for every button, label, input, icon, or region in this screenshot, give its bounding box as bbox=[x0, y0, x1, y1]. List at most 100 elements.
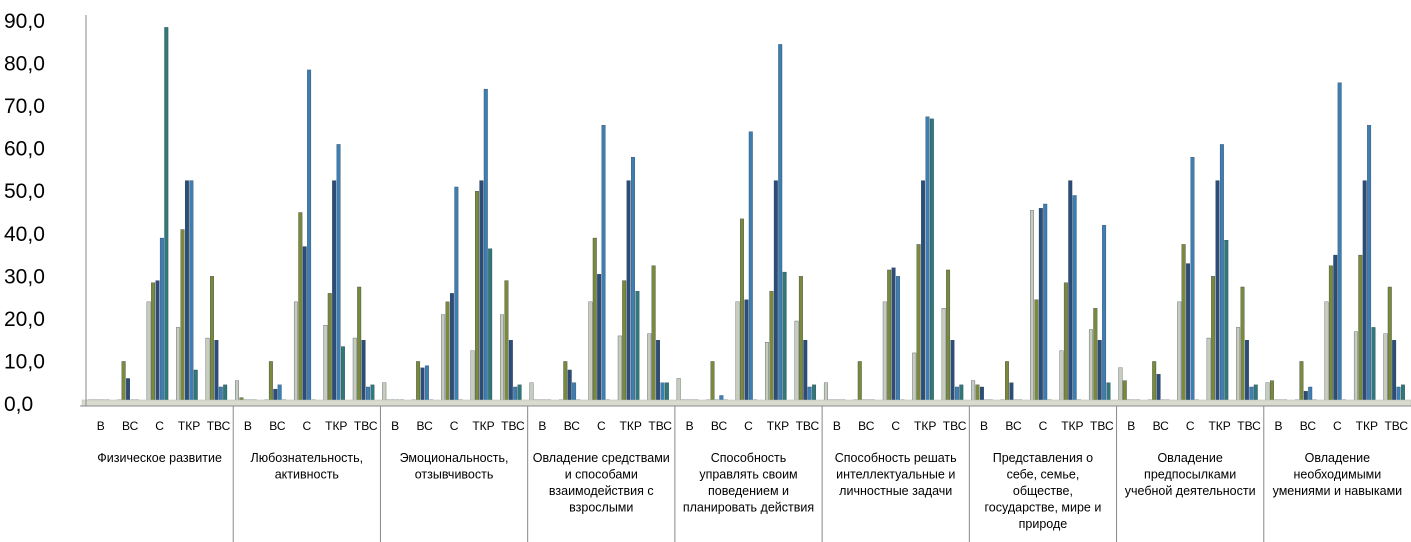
bar: 41 bbox=[180, 229, 185, 405]
bar: 52.5 bbox=[1362, 180, 1367, 405]
bar: 30 bbox=[798, 276, 803, 405]
bars: 111111106112428.5293988.5184152.552.5815… bbox=[87, 27, 1405, 405]
bar: 30.5 bbox=[597, 274, 602, 405]
x-tick-label: ТКР bbox=[767, 419, 789, 433]
bar: 9 bbox=[424, 365, 429, 405]
bar: 15 bbox=[1097, 340, 1102, 405]
bar: 15 bbox=[214, 340, 219, 405]
bar: 29 bbox=[622, 280, 627, 405]
bar: 64 bbox=[748, 131, 753, 405]
bar: 27.5 bbox=[1387, 286, 1392, 405]
bar: 24 bbox=[146, 301, 151, 405]
bar: 22.5 bbox=[941, 308, 946, 405]
bar: 65.5 bbox=[601, 125, 606, 405]
bar: 37.5 bbox=[916, 244, 921, 405]
bar: 18 bbox=[1236, 327, 1241, 405]
bar: 26.5 bbox=[635, 291, 640, 405]
bar: 16 bbox=[617, 335, 622, 405]
bar: 33 bbox=[1186, 263, 1190, 405]
bar: 51 bbox=[454, 186, 459, 405]
bar: 88.5 bbox=[164, 27, 169, 405]
x-tick-label: ТВС bbox=[648, 419, 672, 433]
bar: 13.5 bbox=[341, 346, 345, 405]
bar: 10 bbox=[710, 361, 715, 405]
bar: 10 bbox=[268, 361, 273, 405]
bar: 19.5 bbox=[794, 320, 799, 405]
x-tick-label: ТВС bbox=[1384, 419, 1408, 433]
bar: 24.5 bbox=[744, 299, 749, 405]
bar: 78.5 bbox=[307, 69, 312, 405]
y-tick-label: 90,0 bbox=[4, 10, 45, 33]
x-tick-label: ТВС bbox=[1237, 419, 1261, 433]
bar: 36.5 bbox=[488, 248, 493, 405]
bar: 15.5 bbox=[205, 337, 210, 405]
x-tick-label: С bbox=[597, 419, 606, 433]
bar: 18 bbox=[176, 327, 181, 405]
x-tick-label: ТКР bbox=[325, 419, 347, 433]
bar: 24 bbox=[735, 301, 740, 405]
y-axis-ticks: 0,0 10,0 20,0 30,0 40,0 50,0 60,0 70,0 80,0 90,0 bbox=[4, 10, 45, 416]
x-tick-label: В bbox=[980, 419, 988, 433]
x-tick-label: С bbox=[891, 419, 900, 433]
bar: 61 bbox=[1219, 144, 1224, 405]
bar: 52.5 bbox=[332, 180, 337, 405]
x-tick-label: ВС bbox=[1153, 419, 1170, 433]
x-tick-label: С bbox=[155, 419, 164, 433]
bar: 52.5 bbox=[773, 180, 778, 405]
x-tick-label: С bbox=[744, 419, 753, 433]
bar: 27.5 bbox=[1240, 286, 1245, 405]
y-tick-label: 10,0 bbox=[4, 350, 45, 373]
y-tick-label: 20,0 bbox=[4, 308, 45, 331]
bar: 52.5 bbox=[626, 180, 631, 405]
bar: 8 bbox=[567, 369, 572, 405]
x-tick-label: С bbox=[1039, 419, 1048, 433]
bar: 24.5 bbox=[1034, 299, 1039, 405]
group-label: Способность решать интеллектуальные и личн… bbox=[835, 451, 957, 498]
bar: 38.5 bbox=[1224, 240, 1229, 405]
bar: 65.5 bbox=[1367, 125, 1372, 405]
x-tick-label: ТКР bbox=[914, 419, 936, 433]
bar: 15 bbox=[656, 340, 660, 405]
bar: 14.5 bbox=[765, 342, 769, 405]
bar: 45.5 bbox=[1030, 210, 1034, 405]
bar: 52.5 bbox=[189, 180, 194, 405]
x-tick-label: В bbox=[686, 419, 694, 433]
bar: 58 bbox=[631, 157, 635, 405]
bar: 29 bbox=[504, 280, 509, 405]
bar: 16.5 bbox=[1383, 333, 1388, 405]
x-tick-label: С bbox=[450, 419, 459, 433]
bar: 31 bbox=[782, 271, 787, 405]
group-label: Эмоциональность, отзывчивость bbox=[400, 451, 509, 482]
x-tick-label: ВС bbox=[711, 419, 728, 433]
bar: 61 bbox=[336, 144, 341, 405]
bar: 24 bbox=[882, 301, 887, 405]
x-tick-label: ТВС bbox=[1090, 419, 1114, 433]
bar: 12.5 bbox=[1059, 350, 1064, 405]
bar: 52.5 bbox=[479, 180, 484, 405]
bar: 32.5 bbox=[651, 265, 656, 405]
bar: 47 bbox=[1043, 203, 1048, 405]
x-tick-label: В bbox=[391, 419, 399, 433]
bar: 52.5 bbox=[1215, 180, 1220, 405]
x-tick-label: ТКР bbox=[472, 419, 494, 433]
bar: 30 bbox=[210, 276, 214, 405]
bar: 10 bbox=[1005, 361, 1009, 405]
group-label: Любознательность, активность bbox=[251, 451, 364, 482]
bar: 27.5 bbox=[357, 286, 362, 405]
bar: 26.5 bbox=[769, 291, 774, 405]
bar: 39 bbox=[159, 237, 164, 405]
bar: 18 bbox=[1371, 327, 1376, 405]
x-tick-label: ТКР bbox=[1061, 419, 1083, 433]
bar: 37.5 bbox=[1181, 244, 1186, 405]
axes bbox=[80, 15, 1411, 542]
bar: 31.5 bbox=[946, 269, 951, 405]
bar: 32.5 bbox=[1328, 265, 1333, 405]
y-tick-label: 50,0 bbox=[4, 180, 45, 203]
x-tick-label: ТКР bbox=[178, 419, 200, 433]
x-tick-label: С bbox=[302, 419, 311, 433]
bar: 21 bbox=[500, 314, 504, 405]
bar: 46 bbox=[1038, 208, 1043, 405]
x-tick-label: ТВС bbox=[796, 419, 820, 433]
bar: 24 bbox=[1177, 301, 1182, 405]
bar: 26 bbox=[449, 293, 454, 405]
